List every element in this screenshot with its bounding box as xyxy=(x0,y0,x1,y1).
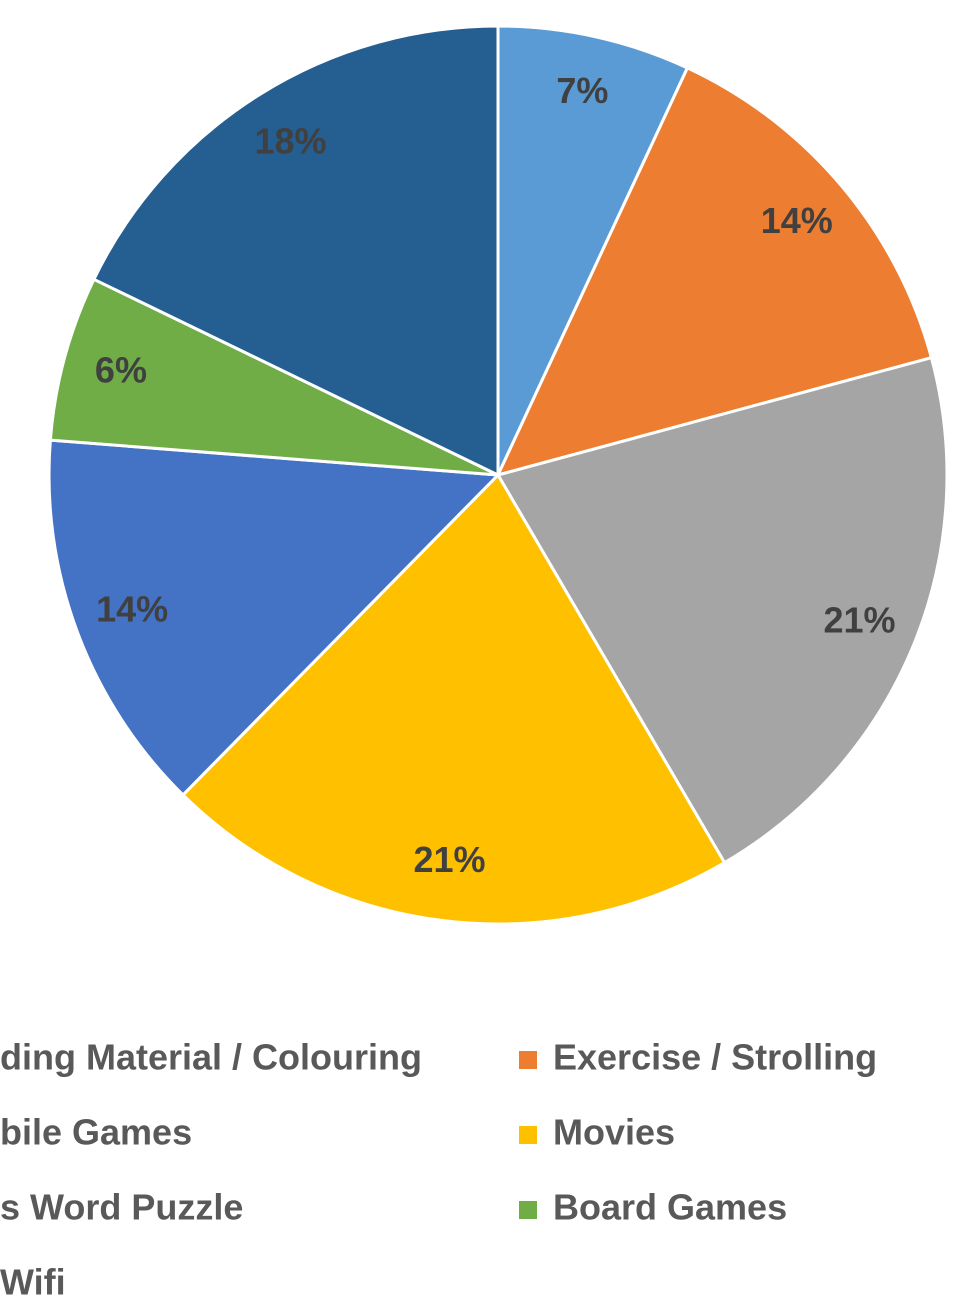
legend-label: ding Material / Colouring xyxy=(0,1037,422,1078)
pie-slice xyxy=(495,355,949,865)
data-label: 7% xyxy=(556,70,608,111)
legend-label: Board Games xyxy=(553,1187,787,1228)
legend-marker xyxy=(519,1126,537,1144)
legend-label: Wifi xyxy=(0,1262,66,1303)
legend-marker xyxy=(519,1201,537,1219)
data-label: 14% xyxy=(761,200,833,241)
legend-label: Movies xyxy=(553,1112,675,1153)
pie-slice xyxy=(47,438,502,798)
pie-slice xyxy=(48,277,499,477)
data-label: 6% xyxy=(95,349,147,390)
pie-slice xyxy=(91,24,500,478)
pie-slice xyxy=(180,472,727,926)
pie-slice xyxy=(495,65,934,478)
legend-label: bile Games xyxy=(0,1112,192,1153)
legend-marker xyxy=(519,1051,537,1069)
data-label: 21% xyxy=(413,839,485,880)
legend-label: s Word Puzzle xyxy=(0,1187,243,1228)
data-label: 18% xyxy=(255,121,327,162)
data-label: 14% xyxy=(96,588,168,629)
legend-label: Exercise / Strolling xyxy=(553,1037,877,1078)
pie-slice xyxy=(496,24,690,476)
data-label: 21% xyxy=(823,600,895,641)
